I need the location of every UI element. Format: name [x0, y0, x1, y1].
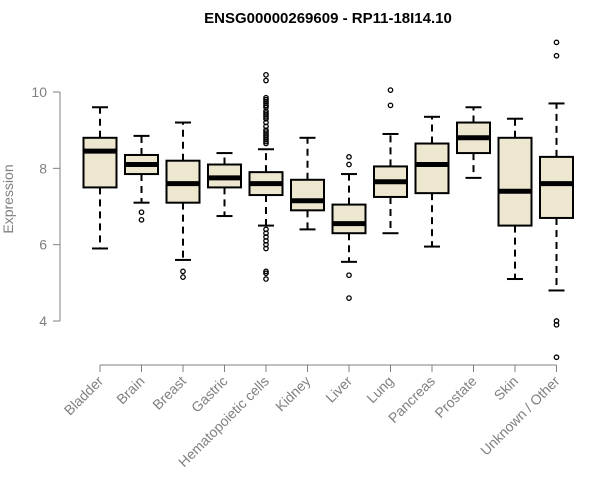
box-iqr — [497, 136, 533, 227]
outlier-point — [263, 102, 269, 109]
box-group — [165, 121, 201, 280]
outlier-point — [553, 321, 560, 328]
outlier-point — [553, 52, 560, 59]
box-group — [414, 115, 450, 248]
y-tick-label: 6 — [39, 237, 47, 253]
x-tick-label: Liver — [322, 373, 355, 406]
outlier-point — [387, 102, 394, 109]
box-group — [456, 106, 491, 179]
outlier-point — [346, 154, 352, 160]
x-tick-label: Breast — [149, 373, 189, 413]
y-tick-label: 8 — [39, 160, 47, 176]
outlier-point — [263, 268, 269, 275]
plot-area — [82, 39, 574, 361]
outlier-point — [263, 270, 269, 277]
x-tick-label: Bladder — [61, 373, 107, 419]
box-group — [539, 39, 574, 361]
box-iqr — [290, 178, 325, 212]
outlier-point — [263, 140, 269, 147]
outlier-point — [263, 77, 269, 84]
outlier-point — [346, 272, 352, 279]
chart-title: ENSG00000269609 - RP11-18I14.10 — [204, 10, 452, 27]
outlier-point — [263, 138, 269, 145]
y-tick-label: 4 — [39, 313, 47, 329]
box-group — [248, 71, 284, 282]
box-group — [373, 87, 408, 235]
outlier-point — [553, 39, 560, 46]
outlier-point — [387, 87, 394, 93]
outlier-point — [553, 354, 560, 361]
box-group — [497, 117, 533, 281]
outlier-point — [263, 113, 269, 120]
box-iqr — [539, 155, 574, 219]
box-group — [331, 154, 367, 301]
box-group — [82, 106, 118, 250]
outlier-point — [263, 245, 269, 252]
outlier-point — [263, 71, 269, 78]
box-iqr — [414, 142, 450, 195]
y-axis-label: Expression — [0, 164, 16, 233]
box-group — [290, 136, 325, 231]
box-iqr — [82, 136, 118, 189]
y-axis: 4 6 8 10 — [31, 84, 61, 329]
box-group — [207, 152, 242, 218]
box-iqr — [331, 203, 367, 235]
x-tick-label: Brain — [113, 373, 147, 407]
x-tick-label: Kidney — [272, 373, 314, 415]
outlier-point — [180, 268, 186, 275]
outlier-point — [138, 209, 145, 216]
outlier-point — [346, 295, 352, 301]
outlier-point — [180, 274, 186, 280]
outlier-point — [346, 161, 352, 168]
x-tick-label: Lung — [363, 373, 396, 406]
x-tick-label: Skin — [491, 373, 522, 404]
x-tick-label: Unknown / Other — [477, 373, 563, 459]
outlier-point — [138, 217, 145, 223]
x-tick-label: Prostate — [431, 373, 479, 421]
y-tick-label: 10 — [31, 84, 47, 100]
outlier-point — [263, 276, 269, 282]
box-group — [124, 134, 159, 223]
